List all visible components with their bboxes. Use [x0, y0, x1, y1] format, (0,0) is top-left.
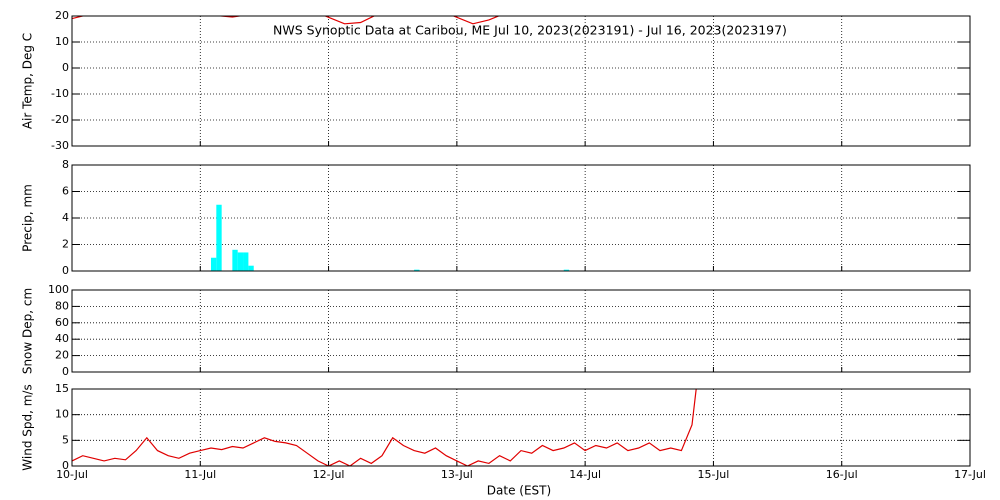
bar	[237, 252, 244, 271]
y-tick-label: 5	[62, 433, 69, 446]
y-tick-label: 0	[62, 365, 69, 378]
x-tick-label: 16-Jul	[826, 468, 858, 481]
line	[72, 16, 501, 25]
y-tick-label: 60	[55, 316, 69, 329]
line	[72, 389, 697, 466]
y-tick-label: 10	[55, 408, 69, 421]
y-tick-label: 0	[62, 459, 69, 472]
x-tick-label: 12-Jul	[313, 468, 345, 481]
y-tick-label: -30	[51, 139, 69, 152]
y-tick-label: 100	[48, 283, 69, 296]
y-tick-label: 0	[62, 61, 69, 74]
y-axis-label: Snow Dep, cm	[21, 288, 35, 374]
x-tick-label: 14-Jul	[569, 468, 601, 481]
y-axis-label: Wind Spd, m/s	[21, 384, 35, 470]
y-tick-label: 40	[55, 332, 69, 345]
panel-frame	[71, 388, 971, 467]
x-tick-label: 17-Jul	[954, 468, 986, 481]
bar	[563, 269, 570, 271]
y-axis-label: Air Temp, Deg C	[21, 33, 35, 129]
x-tick-label: 10-Jul	[56, 468, 88, 481]
bar	[216, 204, 222, 271]
panel-frame	[71, 164, 971, 272]
plot-area	[72, 16, 501, 25]
y-tick-label: -10	[51, 87, 69, 100]
y-tick-label: 0	[62, 264, 69, 277]
bar	[232, 249, 238, 271]
y-tick-label: 20	[55, 349, 69, 362]
panel-frame	[71, 15, 971, 147]
bar	[414, 269, 420, 271]
x-axis-label: Date (EST)	[487, 484, 551, 498]
x-tick-label: 15-Jul	[697, 468, 729, 481]
y-tick-label: 80	[55, 299, 69, 312]
plot-area	[210, 204, 570, 271]
y-axis-label: Precip, mm	[21, 184, 35, 252]
y-tick-label: 4	[62, 211, 69, 224]
x-tick-label: 11-Jul	[184, 468, 216, 481]
y-tick-label: 15	[55, 382, 69, 395]
panel-frame	[71, 289, 971, 373]
bar	[210, 257, 217, 271]
y-tick-label: 20	[55, 9, 69, 22]
y-tick-label: -20	[51, 113, 69, 126]
plot-area	[72, 389, 697, 466]
y-tick-label: 10	[55, 35, 69, 48]
bar	[243, 252, 249, 271]
bar	[248, 265, 254, 271]
x-tick-label: 13-Jul	[441, 468, 473, 481]
y-tick-label: 6	[62, 185, 69, 198]
y-tick-label: 8	[62, 158, 69, 171]
y-tick-label: 2	[62, 238, 69, 251]
chart-title: NWS Synoptic Data at Caribou, ME Jul 10,…	[273, 23, 787, 38]
